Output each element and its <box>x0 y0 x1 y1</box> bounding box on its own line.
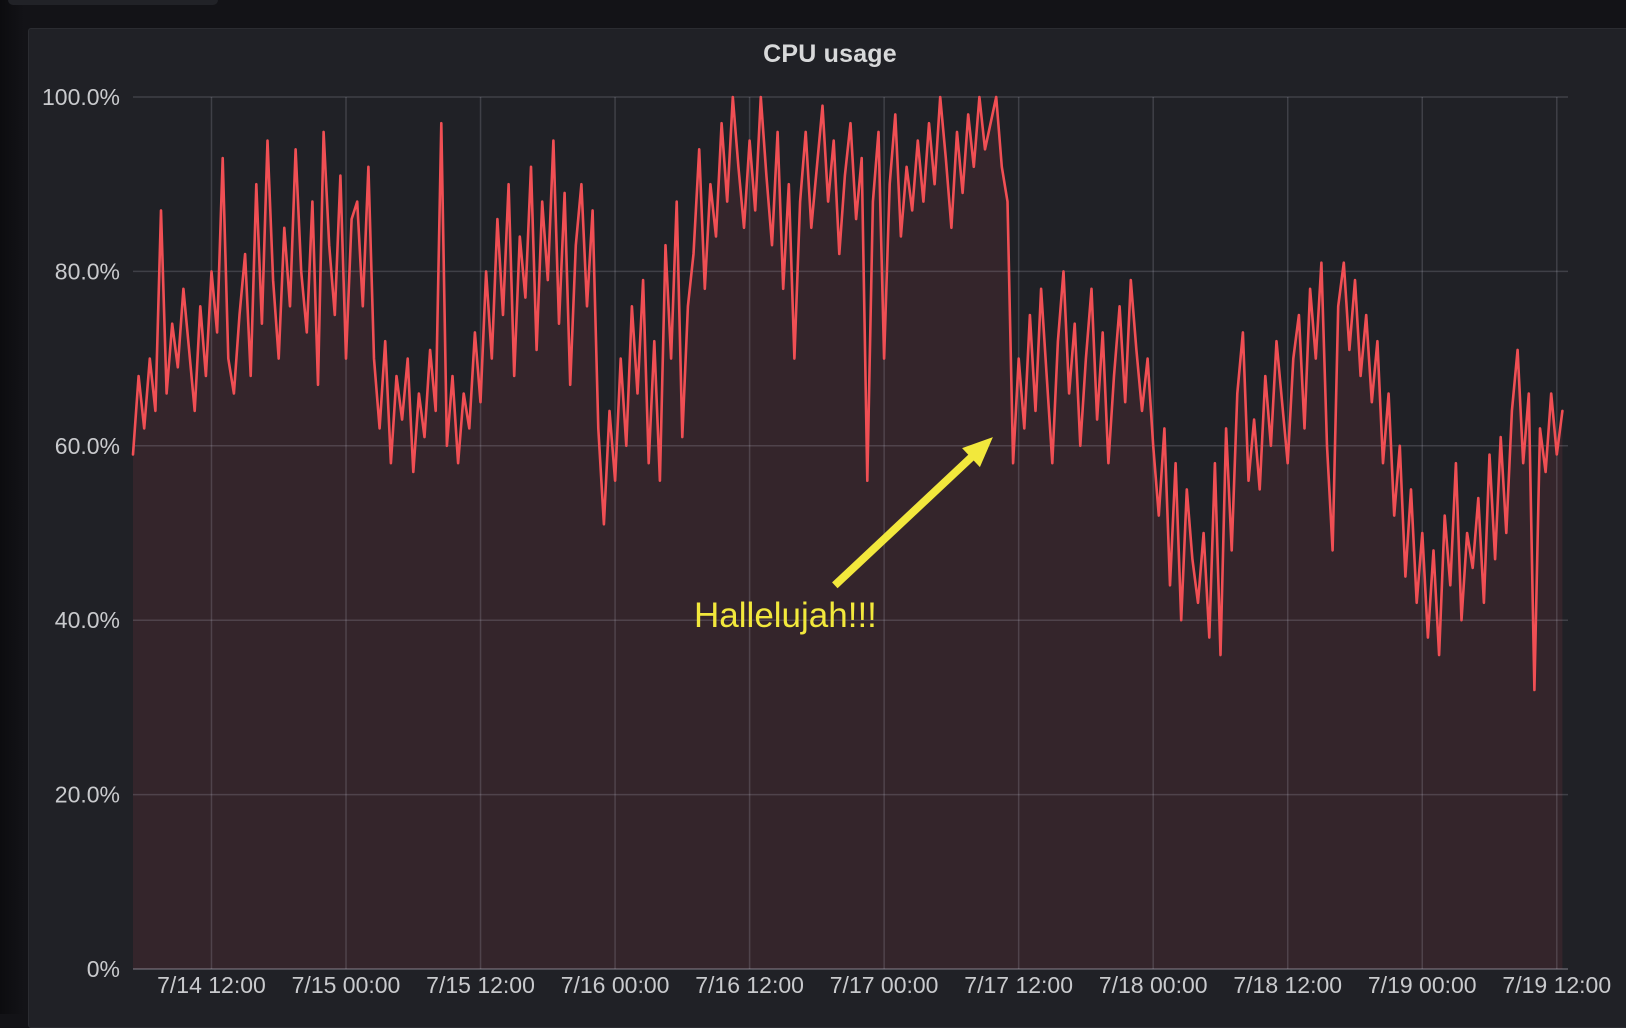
cpu-usage-series-line <box>131 95 1564 692</box>
y-tick-label: 20.0% <box>55 782 120 808</box>
x-tick-label: 7/14 12:00 <box>157 972 266 998</box>
x-tick-label: 7/19 00:00 <box>1368 972 1477 998</box>
annotation-text: Hallelujah!!! <box>694 595 877 635</box>
annotation-arrow-shaft <box>832 451 977 589</box>
x-tick-label: 7/16 00:00 <box>561 972 670 998</box>
series-area-fill <box>133 97 1563 969</box>
y-tick-label: 100.0% <box>42 84 120 110</box>
panel-title[interactable]: CPU usage <box>763 40 897 68</box>
top-panel-edge <box>8 0 218 5</box>
x-tick-label: 7/15 00:00 <box>292 972 401 998</box>
x-tick-label: 7/18 00:00 <box>1099 972 1208 998</box>
y-tick-label: 80.0% <box>55 258 120 284</box>
x-tick-label: 7/18 12:00 <box>1233 972 1342 998</box>
x-tick-label: 7/15 12:00 <box>426 972 535 998</box>
x-tick-label: 7/17 12:00 <box>964 972 1073 998</box>
x-tick-label: 7/17 00:00 <box>830 972 939 998</box>
page-left-shade <box>0 0 28 1014</box>
annotation-arrow-head <box>962 437 993 468</box>
y-tick-label: 40.0% <box>55 607 120 633</box>
x-tick-label: 7/16 12:00 <box>695 972 804 998</box>
x-tick-label: 7/19 12:00 <box>1502 972 1611 998</box>
y-tick-label: 60.0% <box>55 433 120 459</box>
y-tick-label: 0% <box>87 956 120 982</box>
